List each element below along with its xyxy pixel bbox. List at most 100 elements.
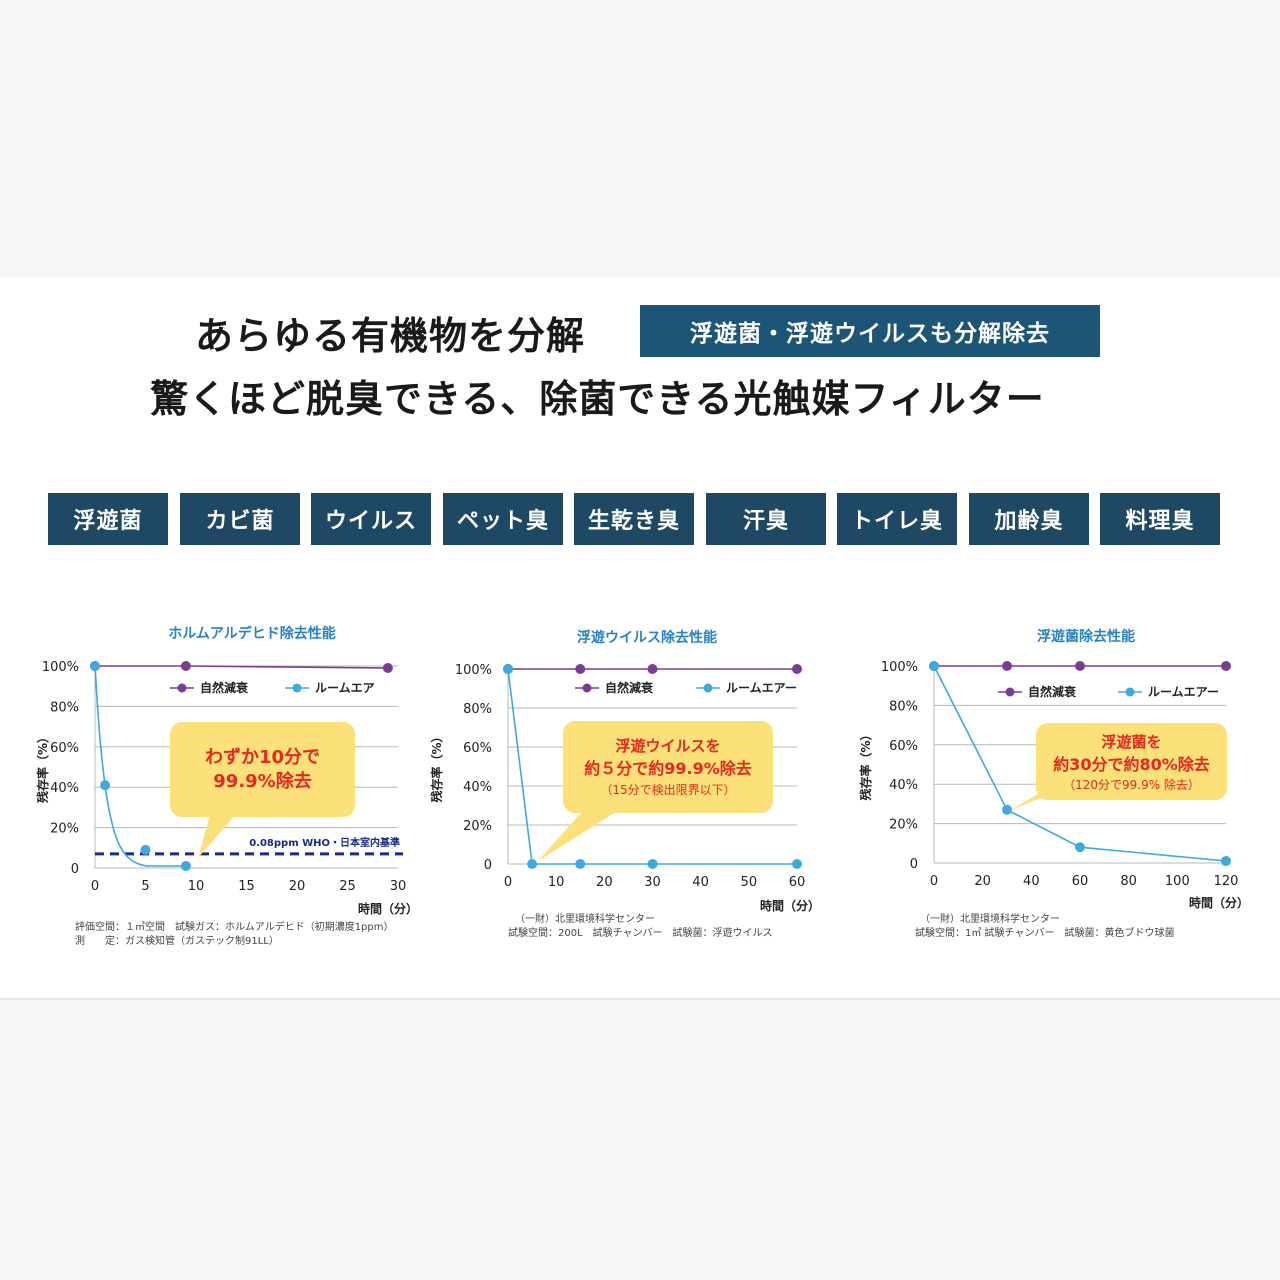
y-tick-label: 100% <box>881 660 918 675</box>
callout-line2: 約５分で約99.9%除去 <box>584 759 752 778</box>
x-tick-label: 0 <box>504 875 512 890</box>
data-point <box>180 860 191 871</box>
callout-line3: （120分で99.9% 除去） <box>1063 778 1200 792</box>
headline-line2: 驚くほど脱臭できる、除菌できる光触媒フィルター <box>150 377 1045 421</box>
chart-formaldehyde-callout: わずか10分で 99.9%除去 <box>170 722 355 817</box>
y-tick-label: 40% <box>50 781 79 796</box>
x-tick-label: 0 <box>930 874 938 889</box>
data-point <box>1075 661 1085 671</box>
legend-label: 自然減衰 <box>200 680 249 695</box>
callout-line3: （15分で検出限界以下） <box>600 783 736 797</box>
x-tick-label: 50 <box>741 875 758 890</box>
threshold-label: 0.08ppm WHO・日本室内基準 <box>249 836 400 849</box>
chart-floating-bacteria-note1: （一財）北里環境科学センター <box>920 914 1060 925</box>
x-tick-label: 20 <box>596 875 613 890</box>
y-axis-label: 残存率（%） <box>858 728 873 800</box>
tag-toilet-odor: トイレ臭 <box>837 493 957 545</box>
y-tick-label: 100% <box>42 660 79 675</box>
x-axis-label: 時間（分） <box>358 901 418 916</box>
data-point <box>1221 856 1231 867</box>
chart-floating-virus: 浮遊ウイルス除去性能 100% 80% 60% 40% 20% 0 0 10 20 30 40 50 60… <box>429 615 850 955</box>
callout-line2: 99.9%除去 <box>213 771 312 792</box>
chart-floating-bacteria-note2: 試験空間：1㎥ 試験チャンバー 試験菌：黄色ブドウ球菌 <box>915 928 1175 939</box>
y-tick-label: 20% <box>463 819 492 834</box>
data-point <box>929 661 939 671</box>
x-tick-label: 0 <box>91 879 99 894</box>
callout-line1: 浮遊ウイルスを <box>615 737 721 755</box>
y-tick-label: 0 <box>71 862 79 877</box>
chart-title: ホルムアルデヒド除去性能 <box>168 625 336 642</box>
tag-floating-bacteria: 浮遊菌 <box>48 493 168 545</box>
y-tick-label: 60% <box>463 741 492 756</box>
x-axis-label: 時間（分） <box>1189 895 1249 910</box>
tag-mold: カビ菌 <box>180 493 300 545</box>
x-axis-label: 時間（分） <box>760 898 820 913</box>
x-tick-label: 25 <box>339 879 356 894</box>
legend-marker <box>703 683 713 693</box>
tag-damp-odor: 生乾き臭 <box>574 493 694 545</box>
data-point <box>90 661 100 671</box>
data-point <box>647 664 658 674</box>
y-tick-label: 20% <box>889 818 918 833</box>
x-tick-label: 15 <box>238 879 255 894</box>
legend-label: 自然減衰 <box>605 680 654 695</box>
series-line-roomair <box>94 665 186 867</box>
chart-floating-virus-note2: 試験空間：200L 試験チャンバー 試験菌：浮遊ウイルス <box>508 928 773 939</box>
content-panel <box>0 277 1280 1000</box>
chart-formaldehyde-note1: 評価空間：１㎥空間 試験ガス：ホルムアルデヒド（初期濃度1ppm） <box>75 922 394 933</box>
legend-label: ルームエアー <box>726 681 797 695</box>
x-tick-label: 40 <box>692 875 709 890</box>
x-tick-label: 60 <box>789 875 806 890</box>
chart-formaldehyde: ホルムアルデヒド除去性能 100% 80% 60% 40% 20% 0 0 5 10 15 20 25 3… <box>30 615 430 955</box>
callout-line1: わずか10分で <box>204 747 321 768</box>
callout-line1: 浮遊菌を <box>1101 733 1162 751</box>
callout-pointer <box>198 815 235 858</box>
x-tick-label: 20 <box>974 874 991 889</box>
data-point <box>1002 661 1012 671</box>
chart-floating-virus-note1: （一財）北里環境科学センター <box>515 914 655 925</box>
x-tick-label: 80 <box>1120 874 1137 889</box>
tag-sweat-odor: 汗臭 <box>706 493 826 545</box>
data-point <box>1002 804 1012 815</box>
data-point <box>382 663 393 674</box>
data-point <box>575 859 586 869</box>
headline-badge: 浮遊菌・浮遊ウイルスも分解除去 <box>640 305 1100 357</box>
y-axis-label: 残存率（%） <box>35 731 50 803</box>
tag-pet-odor: ペット臭 <box>443 493 563 545</box>
x-tick-label: 10 <box>188 879 205 894</box>
legend-label: 自然減衰 <box>1028 684 1077 699</box>
chart-formaldehyde-note2: 測 定：ガス検知管（ガステック制91LL） <box>75 936 279 947</box>
tag-cooking-odor: 料理臭 <box>1100 493 1220 545</box>
y-tick-label: 80% <box>50 700 79 715</box>
x-tick-label: 100 <box>1165 874 1190 889</box>
chart-floating-bacteria: 浮遊菌除去性能 100% 80% 60% 40% 20% 0 0 20 40 60 80 100 120 時… <box>855 615 1265 955</box>
y-axis-label: 残存率（%） <box>429 730 444 802</box>
x-tick-label: 40 <box>1023 874 1040 889</box>
tag-aging-odor: 加齢臭 <box>969 493 1089 545</box>
data-point <box>792 664 802 674</box>
chart-formaldehyde-svg: ホルムアルデヒド除去性能 100% 80% 60% 40% 20% 00 5 10 15 20 25 3… <box>35 625 418 916</box>
y-tick-label: 20% <box>50 822 79 837</box>
legend-marker <box>1125 687 1135 697</box>
legend-marker <box>292 683 302 693</box>
x-tick-label: 30 <box>390 879 407 894</box>
series-line-roomair <box>933 665 1227 862</box>
legend-marker <box>582 683 592 693</box>
y-tick-label: 60% <box>889 739 918 754</box>
chart-title: 浮遊菌除去性能 <box>1037 628 1135 645</box>
data-point <box>792 859 802 869</box>
data-point <box>647 859 658 869</box>
y-tick-label: 80% <box>463 702 492 717</box>
legend-marker <box>1005 687 1015 697</box>
data-point <box>140 844 151 855</box>
y-tick-label: 0 <box>910 857 918 872</box>
y-tick-label: 40% <box>889 778 918 793</box>
data-point <box>100 780 111 791</box>
data-point <box>527 859 538 869</box>
data-point <box>575 664 586 674</box>
callout-line2: 約30分で約80%除去 <box>1053 755 1210 774</box>
data-point <box>180 661 191 671</box>
chart-floating-virus-svg: 浮遊ウイルス除去性能 100% 80% 60% 40% 20% 00 10 20 30 40 50 60… <box>429 629 820 913</box>
tag-virus: ウイルス <box>311 493 431 545</box>
